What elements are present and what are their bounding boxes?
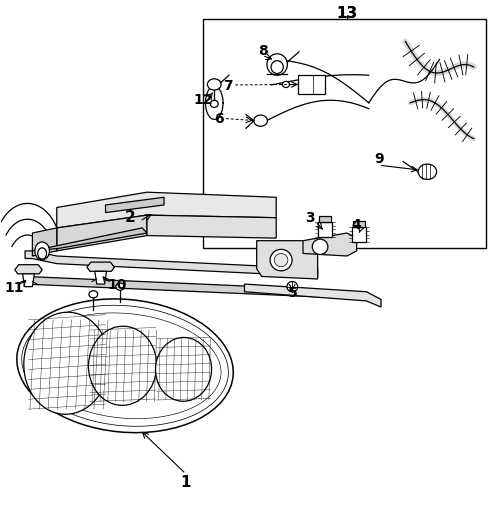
- Text: 13: 13: [336, 6, 357, 21]
- Ellipse shape: [253, 115, 267, 126]
- Polygon shape: [32, 228, 147, 251]
- Ellipse shape: [270, 61, 283, 73]
- Text: 12: 12: [193, 93, 212, 107]
- Ellipse shape: [207, 79, 221, 90]
- Ellipse shape: [116, 283, 124, 290]
- Polygon shape: [256, 241, 317, 279]
- Text: 5: 5: [287, 286, 297, 300]
- Ellipse shape: [35, 242, 49, 260]
- Bar: [352, 221, 364, 227]
- Bar: [203, 18, 485, 248]
- Polygon shape: [303, 233, 356, 256]
- Bar: [298, 75, 325, 94]
- Text: 3: 3: [305, 211, 314, 225]
- Ellipse shape: [24, 312, 109, 414]
- Text: 8: 8: [258, 44, 267, 58]
- Ellipse shape: [286, 282, 297, 292]
- Text: 4: 4: [351, 218, 361, 232]
- Text: 2: 2: [124, 210, 135, 225]
- Ellipse shape: [274, 253, 287, 267]
- Text: 11: 11: [4, 281, 23, 295]
- Text: 9: 9: [373, 152, 383, 166]
- Ellipse shape: [282, 81, 289, 88]
- Ellipse shape: [38, 248, 46, 259]
- Text: 7: 7: [223, 79, 233, 93]
- Polygon shape: [95, 271, 106, 284]
- Polygon shape: [147, 215, 276, 238]
- Ellipse shape: [21, 305, 228, 426]
- Bar: [317, 222, 331, 237]
- Bar: [351, 227, 366, 242]
- Bar: [319, 216, 330, 222]
- Polygon shape: [87, 262, 114, 271]
- Ellipse shape: [155, 337, 211, 401]
- Polygon shape: [25, 276, 317, 297]
- Ellipse shape: [312, 239, 327, 254]
- Polygon shape: [25, 251, 317, 276]
- Polygon shape: [22, 274, 34, 287]
- Text: 10: 10: [107, 278, 126, 292]
- Ellipse shape: [88, 326, 157, 406]
- Ellipse shape: [17, 299, 233, 433]
- Ellipse shape: [210, 100, 218, 108]
- Text: 1: 1: [181, 475, 191, 489]
- Polygon shape: [57, 215, 147, 251]
- Polygon shape: [32, 228, 57, 256]
- Text: 13: 13: [336, 6, 357, 21]
- Text: 6: 6: [214, 112, 224, 125]
- Polygon shape: [244, 284, 380, 307]
- Ellipse shape: [266, 54, 287, 75]
- Ellipse shape: [417, 164, 436, 179]
- Polygon shape: [57, 192, 276, 228]
- Ellipse shape: [269, 249, 291, 271]
- Ellipse shape: [29, 313, 221, 419]
- Polygon shape: [15, 265, 42, 274]
- Polygon shape: [105, 197, 163, 212]
- Ellipse shape: [89, 291, 98, 298]
